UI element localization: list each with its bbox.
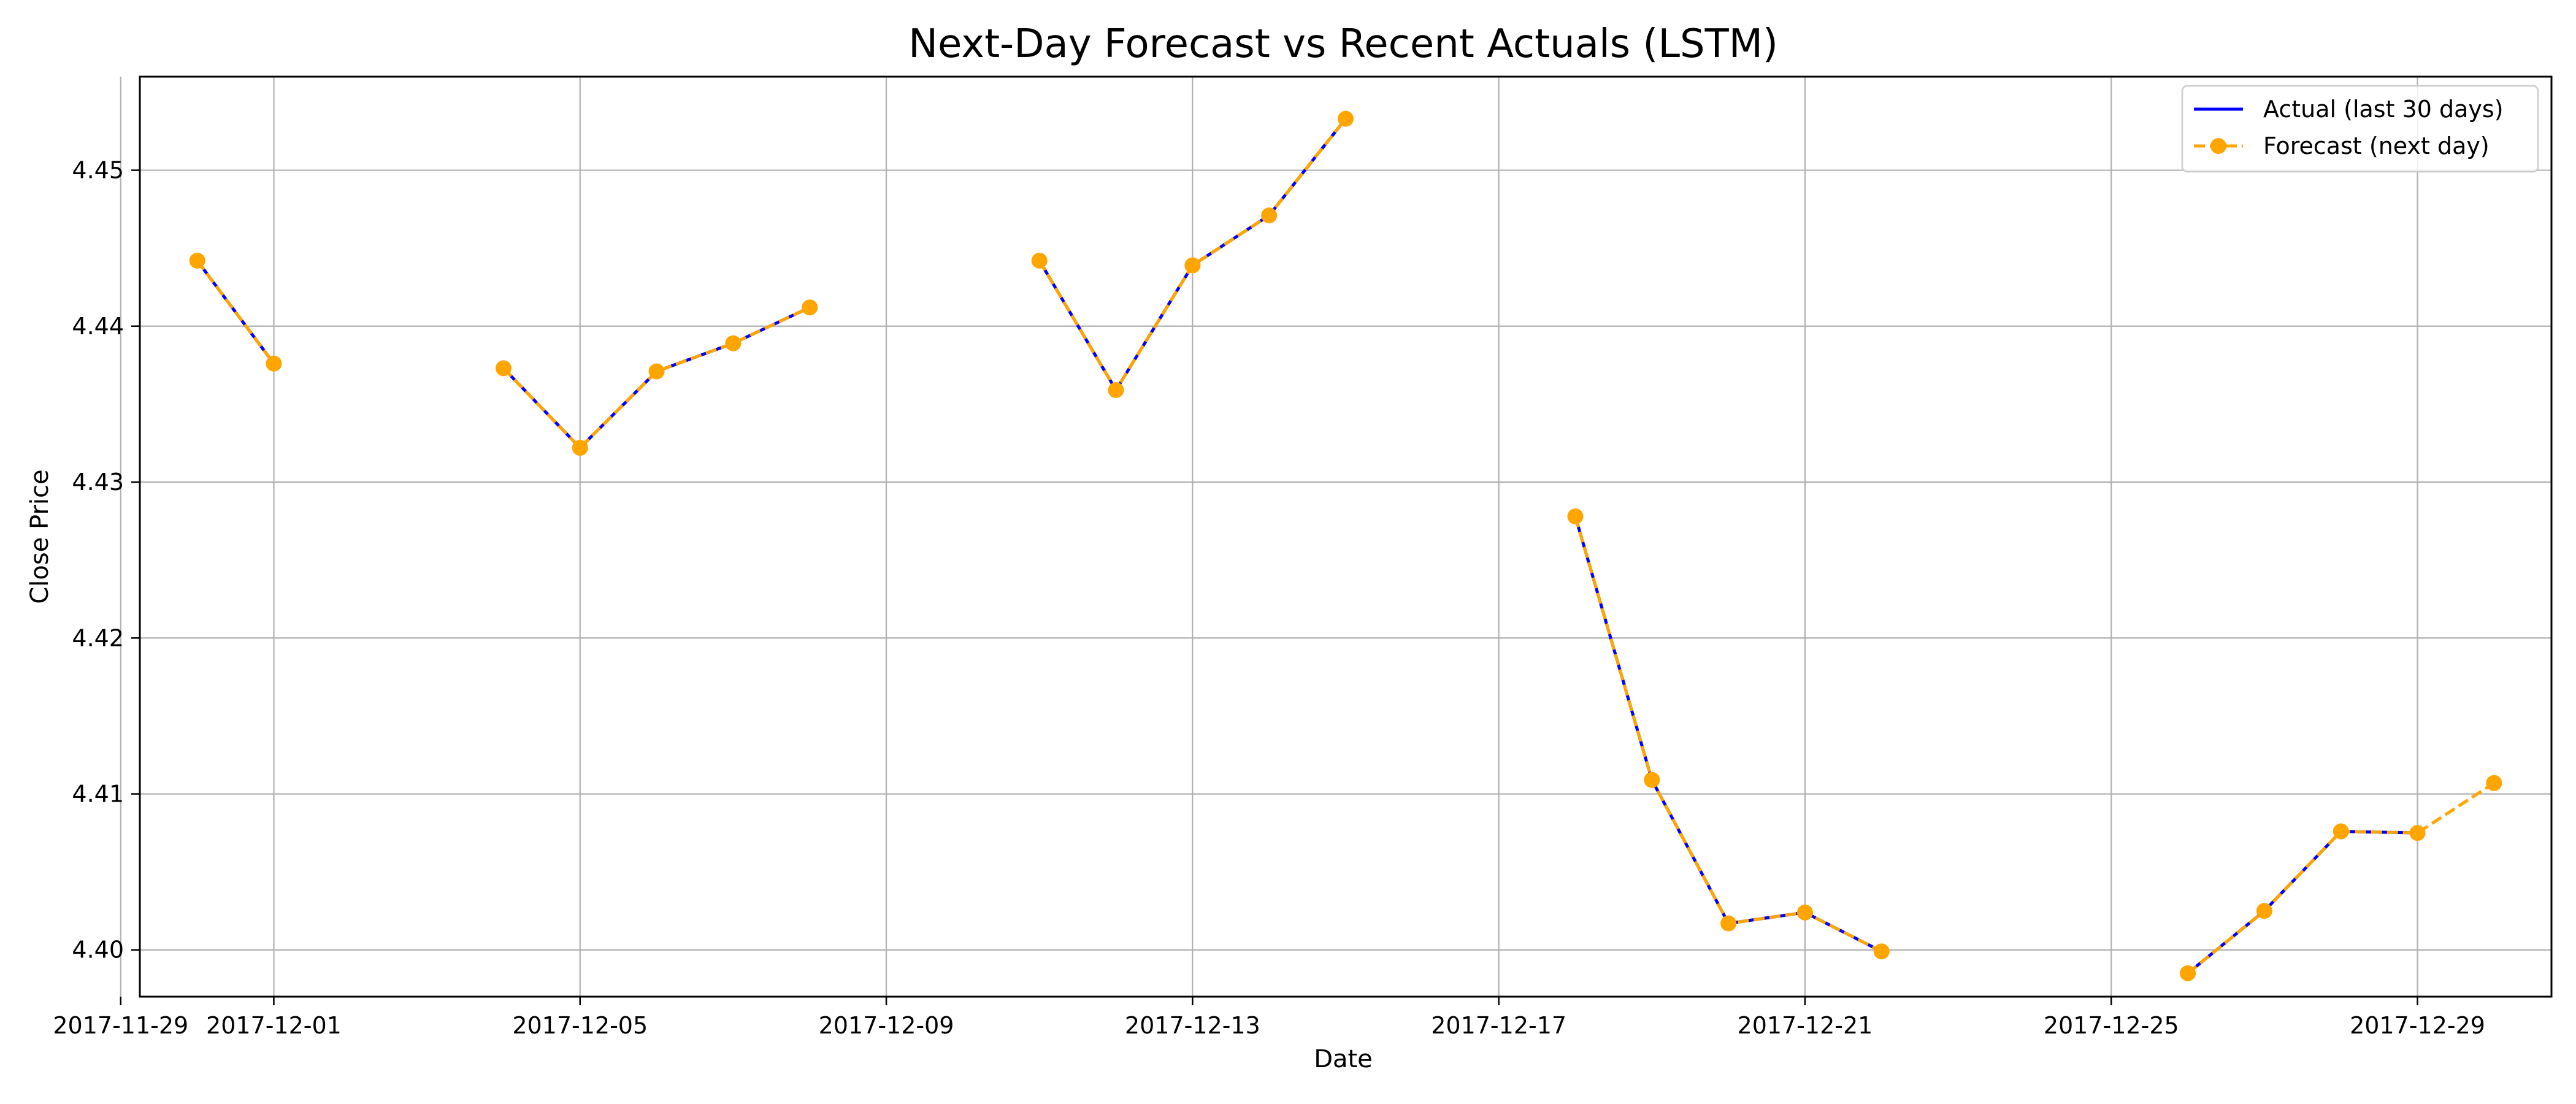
x-tick-label: 2017-12-01	[206, 1012, 342, 1039]
forecast-point	[189, 253, 205, 269]
forecast-point	[1338, 110, 1354, 127]
forecast-point	[648, 363, 665, 380]
legend-forecast-marker	[2210, 138, 2226, 154]
plot-frame	[139, 75, 2553, 998]
forecast-point	[1567, 508, 1584, 524]
legend-frame	[2181, 85, 2539, 173]
forecast-point	[2256, 903, 2272, 919]
forecast-point	[572, 440, 588, 456]
forecast-point	[2409, 825, 2426, 841]
forecast-point	[266, 355, 282, 372]
forecast-point	[802, 299, 818, 316]
legend-forecast-label: Forecast (next day)	[2263, 132, 2490, 159]
legend-actual-label: Actual (last 30 days)	[2263, 96, 2504, 123]
x-tick-label: 2017-12-13	[1125, 1012, 1260, 1039]
chart-title: Next-Day Forecast vs Recent Actuals (LST…	[908, 21, 1778, 67]
forecast-point	[1796, 904, 1813, 921]
forecast-point	[1644, 772, 1660, 788]
x-tick-label: 2017-12-25	[2044, 1012, 2179, 1039]
x-tick-label: 2017-12-05	[512, 1012, 648, 1039]
y-tick-label: 4.41	[72, 780, 124, 807]
x-tick-label: 2017-12-17	[1431, 1012, 1566, 1039]
forecast-point	[725, 335, 742, 351]
forecast-point	[1720, 915, 1737, 932]
series-layer	[189, 110, 2502, 981]
y-tick-label: 4.43	[72, 469, 124, 496]
x-tick-label: 2017-11-29	[53, 1012, 188, 1039]
x-axis-label: Date	[1314, 1045, 1373, 1073]
x-tick-label: 2017-12-09	[819, 1012, 954, 1039]
y-tick-label: 4.45	[72, 157, 124, 184]
y-tick-label: 4.42	[72, 624, 124, 651]
forecast-point	[1261, 207, 1278, 224]
y-tick-label: 4.44	[72, 313, 124, 340]
forecast-point	[1873, 943, 1890, 960]
y-tick-label: 4.40	[72, 937, 124, 964]
grid	[120, 77, 2551, 997]
forecast-line	[196, 259, 275, 365]
forecast-point	[1184, 257, 1201, 274]
forecast-point	[2486, 775, 2502, 791]
x-tick-label: 2017-12-29	[2350, 1012, 2485, 1039]
forecast-point	[2180, 965, 2196, 981]
legend: Actual (last 30 days) Forecast (next day…	[2181, 85, 2539, 173]
y-axis-label: Close Price	[26, 469, 54, 604]
forecast-point	[2333, 823, 2349, 840]
forecast-line	[502, 306, 811, 450]
forecast-point	[495, 360, 512, 377]
ticks: 2017-11-29 2017-12-01 2017-12-05 2017-12-09…	[53, 157, 2485, 1039]
forecast-point	[1031, 253, 1048, 269]
x-tick-label: 2017-12-21	[1738, 1012, 1873, 1039]
forecast-point	[1108, 382, 1124, 399]
